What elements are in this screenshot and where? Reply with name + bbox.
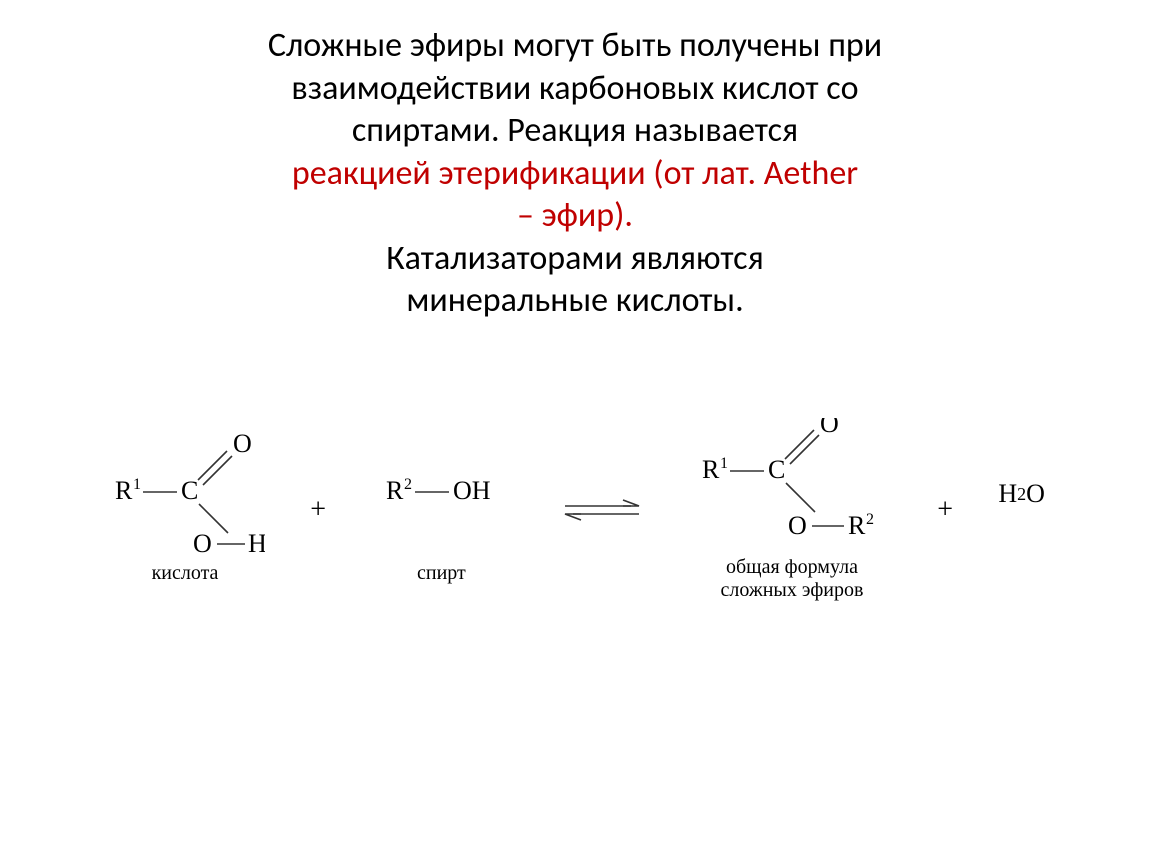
equilibrium-arrow	[557, 490, 647, 530]
water-o: O	[1026, 479, 1045, 509]
plus-sign-2: +	[937, 494, 953, 526]
svg-text:C: C	[768, 455, 785, 484]
svg-text:R: R	[386, 476, 404, 505]
text-line-2: взаимодействии карбоновых кислот со	[291, 68, 858, 109]
text-line-3: спиртами. Реакция называется	[352, 110, 798, 151]
svg-text:O: O	[193, 529, 212, 554]
alcohol-label: спирт	[417, 562, 466, 585]
molecule-water: H2O _	[998, 479, 1045, 540]
main-text: Сложные эфиры могут быть получены при вз…	[95, 25, 1055, 323]
ester-label: общая формула сложных эфиров	[721, 556, 864, 602]
water-sub: 2	[1017, 484, 1026, 505]
water-formula: H2O	[998, 479, 1045, 509]
svg-text:R: R	[702, 455, 720, 484]
ester-label-line-1: общая формула	[726, 556, 858, 578]
svg-text:O: O	[820, 418, 839, 438]
slide: Сложные эфиры могут быть получены при вз…	[0, 0, 1150, 864]
text-line-7: минеральные кислоты.	[406, 280, 743, 321]
ester-label-line-2: сложных эфиров	[721, 579, 864, 601]
molecule-acid: R 1 C O O H кислота	[105, 434, 265, 585]
svg-text:1: 1	[133, 476, 141, 493]
text-line-6: Катализаторами являются	[386, 238, 763, 279]
text-line-1: Сложные эфиры могут быть получены при	[268, 25, 882, 66]
text-line-4-highlight: реакцией этерификации (от лат. Aether	[292, 153, 858, 194]
acid-label: кислота	[152, 562, 219, 585]
molecule-ester: R 1 C O O R 2	[692, 418, 892, 602]
water-h: H	[998, 479, 1017, 509]
arrow-svg	[557, 490, 647, 530]
alcohol-structure-svg: R 2 OH	[371, 434, 511, 554]
svg-text:O: O	[788, 511, 807, 540]
svg-text:H: H	[248, 529, 265, 554]
svg-text:O: O	[233, 434, 252, 458]
svg-text:R: R	[115, 476, 133, 505]
svg-text:2: 2	[866, 511, 874, 528]
plus-sign-1: +	[310, 494, 326, 526]
text-line-5-highlight: – эфир).	[517, 195, 633, 236]
svg-text:R: R	[848, 511, 866, 540]
svg-text:C: C	[181, 476, 198, 505]
acid-structure-svg: R 1 C O O H	[105, 434, 265, 554]
svg-text:1: 1	[720, 455, 728, 472]
equation-row: R 1 C O O H кислота	[105, 418, 1045, 602]
ester-structure-svg: R 1 C O O R 2	[692, 418, 892, 548]
molecule-alcohol: R 2 OH спирт	[371, 434, 511, 585]
svg-text:2: 2	[404, 476, 412, 493]
chemical-equation: R 1 C O O H кислота	[95, 418, 1055, 602]
svg-text:OH: OH	[453, 476, 491, 505]
